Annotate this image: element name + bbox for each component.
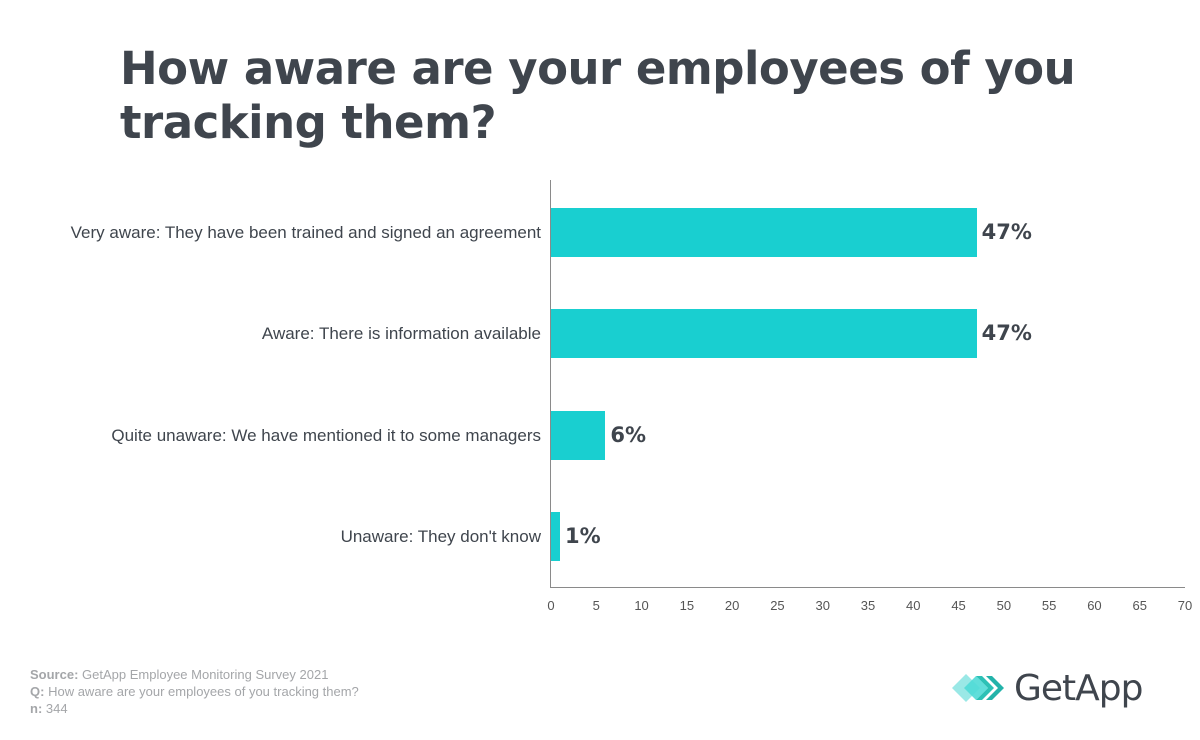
category-label: Unaware: They don't know <box>340 527 541 546</box>
x-tick-label: 40 <box>906 598 921 613</box>
x-tick-label: 5 <box>592 598 600 613</box>
x-tick-label: 55 <box>1041 598 1057 613</box>
x-tick-label: 25 <box>770 598 785 613</box>
bar-value-label: 6% <box>610 423 646 447</box>
category-label: Aware: There is information available <box>261 324 541 343</box>
question-line: Q: How aware are your employees of you t… <box>30 684 359 699</box>
bar-value-label: 1% <box>565 524 601 548</box>
chart-title: How aware are your employees of you trac… <box>120 42 1076 149</box>
x-tick-label: 15 <box>679 598 695 613</box>
x-tick-label: 35 <box>860 598 876 613</box>
logo-text: GetApp <box>1014 667 1143 709</box>
x-tick-label: 60 <box>1087 598 1102 613</box>
bar <box>551 309 977 358</box>
getapp-logo: GetApp <box>952 667 1143 709</box>
source-line: Source: GetApp Employee Monitoring Surve… <box>30 667 329 682</box>
bar <box>551 208 977 257</box>
x-tick-label: 45 <box>951 598 966 613</box>
bar <box>551 411 606 460</box>
x-tick-label: 0 <box>547 598 555 613</box>
x-tick-label: 30 <box>815 598 830 613</box>
y-axis-line <box>550 180 551 588</box>
getapp-chevrons-icon <box>952 674 1004 702</box>
bar-value-label: 47% <box>981 321 1032 345</box>
bar <box>551 512 561 561</box>
bar-value-label: 47% <box>981 220 1032 244</box>
x-tick-label: 20 <box>724 598 740 613</box>
x-tick-label: 50 <box>996 598 1012 613</box>
x-tick-label: 65 <box>1132 598 1147 613</box>
x-tick-label: 70 <box>1177 598 1193 613</box>
x-tick-label: 10 <box>634 598 649 613</box>
x-axis-line <box>550 587 1185 588</box>
category-label: Very aware: They have been trained and s… <box>70 223 541 242</box>
sample-size-line: n: 344 <box>30 701 68 716</box>
chart-footer: Source: GetApp Employee Monitoring Surve… <box>30 666 359 717</box>
category-label: Quite unaware: We have mentioned it to s… <box>111 426 541 445</box>
